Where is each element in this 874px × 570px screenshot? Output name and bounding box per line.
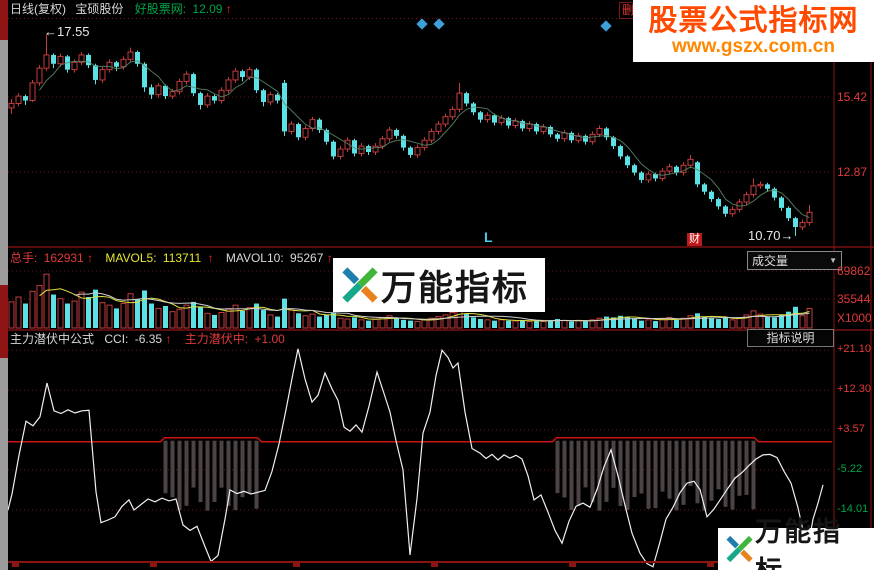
ad-banner-url: www.gszx.com.cn — [672, 36, 835, 57]
left-border-strip — [0, 0, 8, 40]
chart-header: 日线(复权) 宝硕股份 好股票网: 12.09 ↑ — [10, 2, 232, 16]
last-price: 12.09 — [192, 2, 223, 16]
indicator-title: 主力潜伏中公式 — [10, 332, 95, 346]
up-arrow-icon: ↑ — [207, 251, 214, 265]
cci-label: CCI: — [104, 332, 129, 346]
volume-header: 总手: 162931 ↑ MAVOL5: 113711 ↑ MAVOL10: 9… — [10, 251, 333, 265]
brand-logo-icon — [726, 535, 753, 563]
axis-label: 69862 — [837, 264, 871, 278]
l-signal-marker: L — [484, 229, 493, 245]
mavol5-value: 113711 — [162, 251, 202, 265]
ad-banner: 股票公式指标网 www.gszx.com.cn — [633, 0, 874, 62]
axis-label: 12.87 — [837, 165, 868, 179]
watermark-text: 万能指标 — [755, 517, 843, 570]
ad-banner-title: 股票公式指标网 — [648, 5, 859, 37]
up-arrow-icon: ↑ — [87, 251, 94, 265]
up-arrow-icon: ↑ — [165, 332, 172, 346]
chevron-down-icon: ▼ — [829, 256, 837, 265]
up-arrow-icon: ↑ — [225, 2, 232, 16]
watermark-center: 万能指标 — [333, 258, 545, 312]
mavol5-label: MAVOL5: — [105, 251, 157, 265]
watermark-text: 万能指标 — [381, 268, 530, 308]
cci-value: -6.35 — [134, 332, 163, 346]
stock-name: 宝硕股份 — [75, 2, 124, 16]
axis-label: +21.10 — [837, 343, 871, 356]
low-price-annotation: 10.70→ — [748, 228, 794, 243]
axis-label: 35544 — [837, 291, 871, 306]
period-label: 日线(复权) — [10, 2, 66, 16]
axis-label: -14.01 — [837, 503, 869, 515]
axis-label: -5.22 — [837, 463, 863, 475]
axis-label: +3.57 — [837, 423, 865, 435]
left-border-strip[interactable] — [0, 40, 8, 285]
axis-label: 15.42 — [837, 90, 868, 104]
dropdown-selected-value: 成交量 — [752, 254, 789, 268]
left-border-strip[interactable] — [0, 358, 8, 570]
peak-price-annotation: ←17.55 — [44, 24, 90, 39]
indicator-header: 主力潜伏中公式 CCI: -6.35 ↑ 主力潜伏中: +1.00 — [10, 332, 285, 346]
brand-logo-icon — [342, 267, 378, 303]
zongshou-value: 162931 — [43, 251, 84, 265]
axis-label: X1000 — [837, 311, 872, 325]
zongshou-label: 总手: — [10, 251, 38, 265]
volume-type-dropdown[interactable]: 成交量 ▼ — [747, 251, 842, 270]
mavol10-value: 95267 — [290, 251, 324, 265]
cai-news-marker[interactable]: 财 — [687, 233, 702, 246]
ad-site-label: 好股票网: — [134, 2, 187, 16]
signal-label: 主力潜伏中: — [184, 332, 249, 346]
indicator-help-button[interactable]: 指标说明 — [747, 329, 834, 347]
axis-label: +12.30 — [837, 383, 871, 396]
up-arrow-icon: ↑ — [326, 251, 333, 265]
watermark-bottom-right: 万能指标 — [718, 517, 874, 570]
mavol10-label: MAVOL10: — [225, 251, 284, 265]
left-border-strip — [0, 285, 8, 358]
signal-value: +1.00 — [254, 332, 285, 346]
